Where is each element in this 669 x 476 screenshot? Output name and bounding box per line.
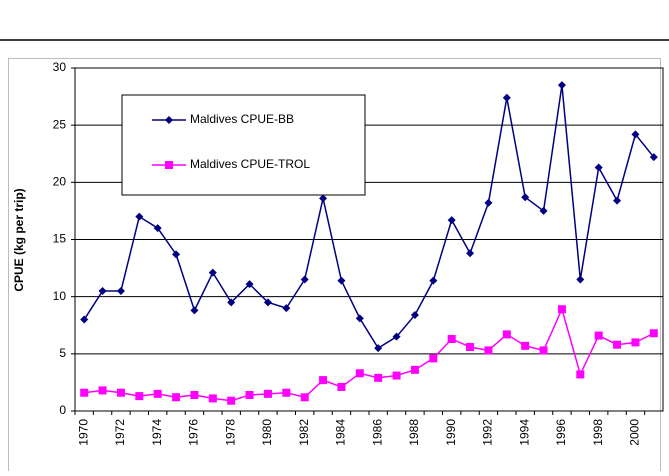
x-tick-label: 1990 (444, 419, 458, 446)
data-point (374, 344, 383, 353)
data-point (245, 280, 254, 289)
data-point (116, 286, 125, 295)
data-point (594, 331, 603, 340)
data-point (319, 194, 328, 203)
y-tick-label: 15 (53, 232, 67, 246)
data-point (245, 390, 254, 399)
data-point (135, 392, 144, 401)
series-line (83, 85, 655, 350)
data-point (190, 390, 199, 399)
data-point (172, 250, 181, 259)
x-tick-label: 1976 (187, 419, 201, 446)
data-point (319, 376, 328, 385)
y-tick-label: 20 (53, 175, 67, 189)
data-point (447, 216, 456, 225)
data-point (98, 386, 107, 395)
data-point (502, 330, 511, 339)
data-point (263, 389, 272, 398)
data-point (116, 388, 125, 397)
y-tick-label: 30 (53, 60, 67, 74)
data-point (484, 346, 493, 355)
data-point (429, 354, 438, 363)
y-tick-label: 25 (53, 117, 67, 131)
data-point (227, 298, 236, 307)
data-point (594, 163, 603, 172)
data-point (80, 315, 89, 324)
chart-frame (8, 58, 661, 476)
data-point (410, 310, 419, 319)
data-point (613, 196, 622, 205)
legend-label: Maldives CPUE-BB (190, 112, 294, 126)
data-point (466, 342, 475, 351)
legend-marker (165, 116, 173, 124)
data-point (300, 393, 309, 402)
data-point (208, 394, 217, 403)
data-point (392, 371, 401, 380)
series-line (84, 307, 655, 402)
x-tick-label: 1998 (591, 419, 605, 446)
x-tick-label: 1972 (113, 419, 127, 446)
legend-marker (165, 161, 173, 169)
data-point (557, 305, 566, 314)
data-point (466, 249, 475, 258)
x-tick-label: 1980 (260, 419, 274, 446)
x-tick-label: 1970 (76, 419, 90, 446)
data-point (410, 365, 419, 374)
data-point (649, 329, 658, 338)
data-point (300, 275, 309, 284)
data-point (208, 268, 217, 277)
data-point (98, 286, 107, 295)
x-tick-label: 1994 (517, 419, 531, 446)
data-point (153, 224, 162, 233)
data-point (190, 306, 199, 315)
data-point (521, 341, 530, 350)
x-tick-label: 1986 (370, 419, 384, 446)
x-tick-label: 1988 (407, 419, 421, 446)
data-point (135, 212, 144, 221)
y-tick-label: 0 (59, 403, 66, 417)
y-tick-label: 5 (59, 346, 66, 360)
data-point (576, 275, 585, 284)
x-tick-label: 2000 (628, 419, 642, 446)
data-point (282, 388, 291, 397)
data-point (374, 373, 383, 382)
data-point (557, 81, 566, 90)
data-point (263, 298, 272, 307)
x-tick-label: 1982 (297, 419, 311, 446)
x-tick-label: 1974 (150, 419, 164, 446)
x-tick-label: 1992 (481, 419, 495, 446)
data-point (337, 382, 346, 391)
y-tick-label: 10 (53, 289, 67, 303)
x-tick-label: 1978 (223, 419, 237, 446)
data-point (429, 276, 438, 285)
data-point (355, 314, 364, 323)
data-point (392, 332, 401, 341)
data-point (337, 276, 346, 285)
data-point (631, 130, 640, 139)
data-point (539, 206, 548, 215)
data-point (153, 389, 162, 398)
data-point (613, 340, 622, 349)
data-point (631, 338, 640, 347)
data-point (80, 388, 89, 397)
data-point (447, 334, 456, 343)
data-point (502, 93, 511, 102)
data-point (227, 396, 236, 405)
legend-label: Maldives CPUE-TROL (190, 157, 310, 171)
data-point (576, 370, 585, 379)
x-tick-label: 1984 (334, 419, 348, 446)
data-point (539, 346, 548, 355)
data-point (521, 193, 530, 202)
legend-box (121, 94, 366, 196)
y-axis-label: CPUE (kg per trip) (12, 188, 26, 291)
data-point (649, 153, 658, 162)
data-point (355, 369, 364, 378)
data-point (172, 393, 181, 402)
data-point (484, 198, 493, 207)
x-tick-label: 1996 (554, 419, 568, 446)
data-point (282, 304, 291, 313)
